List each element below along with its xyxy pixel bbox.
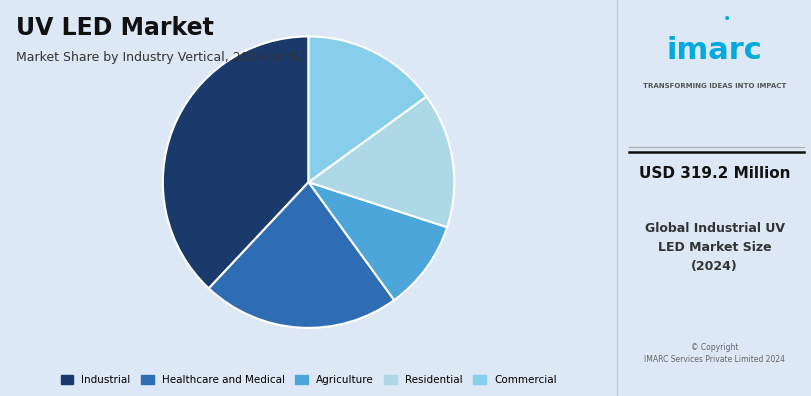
Text: TRANSFORMING IDEAS INTO IMPACT: TRANSFORMING IDEAS INTO IMPACT — [642, 83, 785, 89]
Wedge shape — [208, 182, 393, 328]
Wedge shape — [308, 182, 447, 300]
Text: Market Share by Industry Vertical, 2024 (in %): Market Share by Industry Vertical, 2024 … — [16, 51, 306, 65]
Text: •: • — [722, 12, 730, 26]
Wedge shape — [163, 36, 308, 288]
Text: USD 319.2 Million: USD 319.2 Million — [638, 166, 789, 181]
Text: © Copyright
IMARC Services Private Limited 2024: © Copyright IMARC Services Private Limit… — [643, 343, 784, 364]
Text: Global Industrial UV
LED Market Size
(2024): Global Industrial UV LED Market Size (20… — [644, 222, 783, 273]
Legend: Industrial, Healthcare and Medical, Agriculture, Residential, Commercial: Industrial, Healthcare and Medical, Agri… — [58, 372, 559, 388]
Text: imarc: imarc — [666, 36, 762, 65]
Text: UV LED Market: UV LED Market — [16, 16, 214, 40]
Wedge shape — [308, 97, 453, 227]
Wedge shape — [308, 36, 426, 182]
